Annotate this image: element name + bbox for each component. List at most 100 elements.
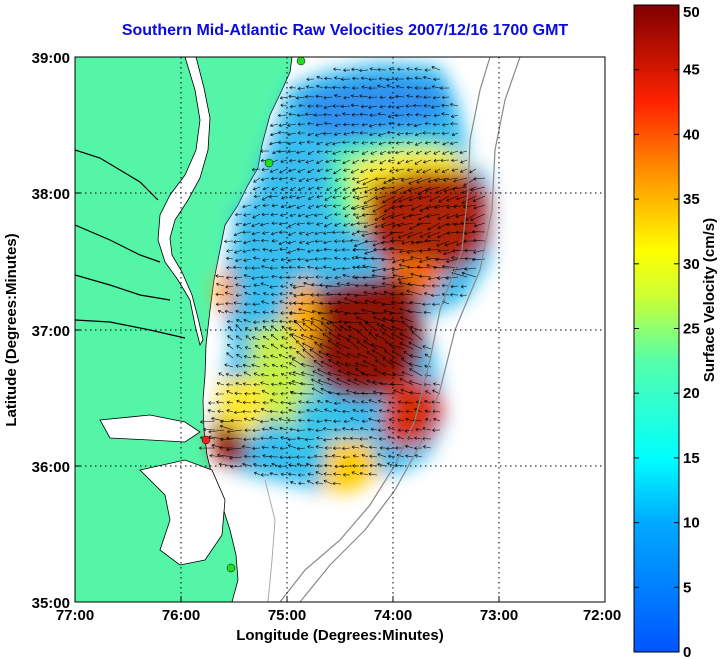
velocity-arrow	[378, 141, 387, 146]
velocity-arrow	[306, 140, 314, 144]
velocity-arrow	[280, 472, 288, 477]
velocity-arrow	[224, 309, 234, 314]
velocity-arrow	[328, 359, 342, 368]
velocity-arrow	[352, 186, 369, 192]
velocity-arrow	[342, 409, 351, 414]
velocity-arrow	[280, 372, 288, 377]
velocity-arrow	[388, 121, 396, 126]
river-york	[75, 274, 171, 301]
velocity-arrow	[325, 276, 333, 280]
velocity-arrow	[296, 428, 306, 433]
velocity-arrow	[281, 336, 288, 341]
velocity-arrow	[305, 258, 315, 263]
velocity-arrow	[377, 419, 387, 423]
velocity-arrow	[336, 378, 351, 386]
velocity-arrow	[350, 103, 360, 108]
velocity-arrow	[261, 427, 270, 432]
velocity-arrow	[364, 283, 378, 287]
velocity-arrow	[368, 77, 378, 82]
velocity-arrow	[405, 454, 414, 458]
velocity-arrow	[323, 131, 333, 136]
velocity-arrow	[326, 186, 333, 191]
velocity-arrow	[333, 408, 342, 413]
velocity-arrow	[323, 256, 333, 261]
velocity-arrow	[252, 238, 261, 243]
velocity-arrow	[325, 141, 333, 146]
velocity-arrow	[280, 186, 288, 191]
velocity-arrow	[361, 231, 378, 237]
velocity-arrow	[226, 436, 243, 441]
velocity-arrow	[415, 150, 423, 155]
velocity-arrow	[352, 212, 360, 217]
velocity-arrow	[269, 454, 279, 459]
land-mass	[75, 57, 293, 602]
velocity-arrow	[381, 257, 396, 262]
velocity-arrow	[224, 363, 234, 368]
velocity-arrow	[226, 319, 234, 324]
velocity-arrow	[252, 291, 261, 296]
velocity-arrow	[397, 418, 405, 422]
velocity-arrow	[260, 177, 270, 182]
velocity-arrow	[316, 293, 332, 297]
velocity-arrow	[433, 150, 441, 155]
velocity-arrow	[386, 409, 396, 413]
velocity-arrow	[324, 222, 333, 228]
velocity-arrow	[311, 309, 324, 314]
velocity-arrow	[307, 150, 315, 155]
velocity-arrow	[356, 177, 369, 184]
velocity-arrow	[369, 408, 378, 413]
velocity-arrow	[353, 391, 369, 395]
velocity-arrow	[387, 426, 396, 431]
velocity-arrow	[287, 275, 297, 280]
velocity-arrow	[296, 436, 306, 441]
velocity-arrow	[399, 332, 414, 341]
velocity-arrow	[235, 283, 243, 287]
velocity-arrow	[462, 204, 477, 209]
velocity-arrow	[427, 177, 441, 183]
velocity-arrow	[226, 256, 234, 261]
velocity-arrow	[397, 276, 414, 281]
velocity-arrow	[307, 472, 315, 477]
velocity-arrow	[450, 114, 459, 118]
velocity-arrow	[423, 75, 432, 80]
velocity-arrow	[378, 76, 387, 81]
velocity-arrow	[399, 249, 414, 254]
velocity-arrow	[251, 167, 261, 172]
velocity-arrow	[364, 239, 378, 244]
velocity-arrow	[450, 141, 459, 146]
velocity-arrow	[352, 408, 360, 413]
velocity-arrow	[343, 68, 351, 72]
velocity-arrow	[470, 213, 486, 221]
velocity-arrow	[236, 345, 243, 350]
velocity-arrow	[423, 86, 432, 90]
velocity-arrow	[343, 122, 351, 127]
velocity-arrow	[339, 325, 351, 332]
station-marker	[226, 563, 236, 573]
velocity-arrow	[278, 177, 288, 181]
velocity-arrow	[409, 380, 423, 386]
velocity-arrow	[279, 168, 288, 174]
velocity-arrow	[297, 213, 306, 218]
velocity-arrow	[369, 67, 378, 71]
bathymetry-contour	[279, 57, 491, 602]
velocity-arrow	[456, 195, 468, 201]
velocity-arrow	[289, 311, 306, 316]
velocity-arrow	[336, 282, 351, 287]
velocity-arrow	[460, 168, 468, 173]
velocity-arrow	[298, 400, 306, 404]
velocity-arrow	[336, 361, 351, 368]
velocity-arrow	[414, 132, 423, 137]
velocity-arrow	[254, 204, 261, 209]
velocity-arrow	[279, 455, 288, 460]
velocity-arrow	[305, 231, 315, 236]
velocity-arrow	[251, 276, 261, 280]
velocity-arrow	[431, 284, 441, 288]
velocity-arrow	[397, 222, 414, 228]
velocity-arrow	[271, 301, 279, 305]
velocity-arrow	[345, 389, 360, 395]
velocity-arrow	[262, 203, 270, 208]
station-marker	[296, 56, 306, 66]
bathymetry-contour	[299, 57, 521, 602]
velocity-arrow	[470, 186, 486, 192]
velocity-arrow	[301, 371, 315, 377]
